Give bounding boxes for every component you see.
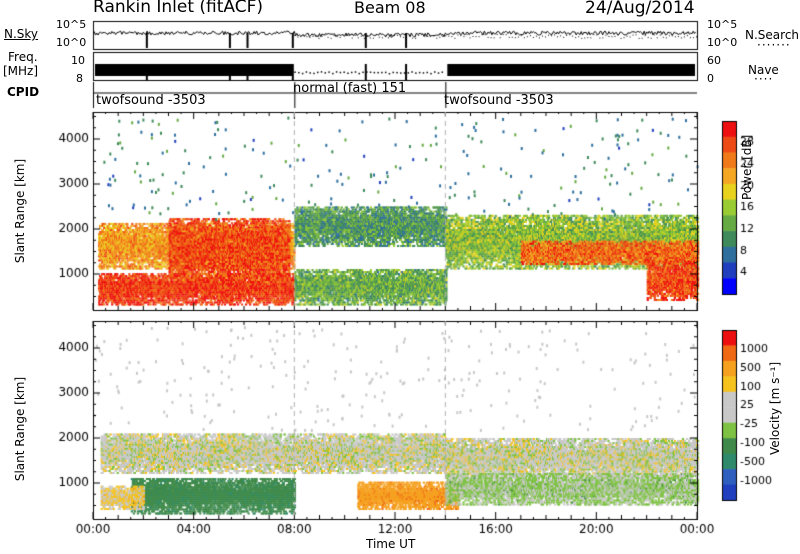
freq-tick-top: 10	[71, 54, 85, 67]
date-label: 24/Aug/2014	[585, 0, 695, 18]
nave-tick-bottom: 0	[707, 72, 714, 85]
freq-unit-label: [MHz]	[3, 64, 39, 78]
plot-title: Rankin Inlet (fitACF)	[93, 0, 264, 17]
nsky-label: N.Sky	[4, 27, 39, 41]
x-axis-title: Time UT	[366, 537, 416, 551]
power-colorbar-label: Power [dB]	[740, 134, 754, 200]
cpid-segment-3: twofsound -3503	[444, 93, 554, 108]
nave-label: Nave	[748, 63, 779, 77]
nsky-tick-top: 10^5	[56, 18, 87, 31]
nsearch-tick-bottom: 10^0	[707, 36, 738, 49]
nsearch-label: N.Search	[745, 28, 800, 42]
nave-legend-dots: ····	[754, 72, 774, 86]
velocity-colorbar-label: Velocity [m s⁻¹]	[768, 361, 782, 455]
cpid-label: CPID	[7, 85, 40, 99]
cpid-segment-2: normal (fast) 151	[293, 81, 407, 96]
freq-label: Freq.	[8, 50, 38, 64]
cpid-segment-1: twofsound -3503	[96, 93, 206, 108]
beam-label: Beam 08	[354, 0, 426, 17]
velocity-ylabel: Slant Range [km]	[13, 376, 28, 482]
freq-tick-bottom: 8	[76, 72, 83, 85]
nave-tick-top: 60	[707, 54, 721, 67]
nsearch-tick-top: 10^5	[707, 18, 738, 31]
nsky-tick-bottom: 10^0	[56, 36, 87, 49]
nsearch-legend-dots: ·······	[757, 38, 791, 52]
power-ylabel: Slant Range [km]	[13, 158, 28, 264]
